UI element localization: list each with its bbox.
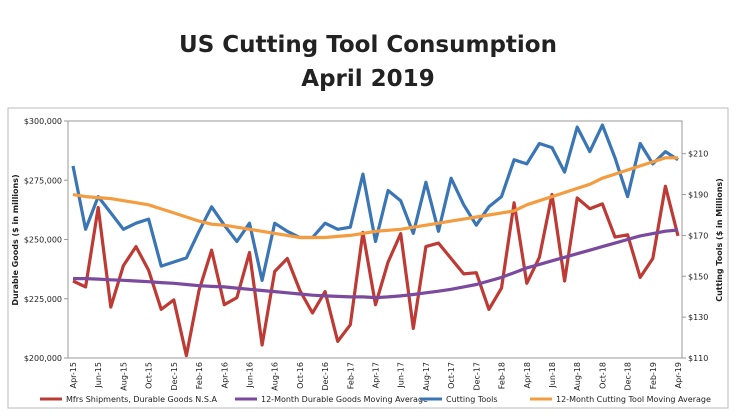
x-tick-label: Jun-18 [548,362,557,389]
chart-title: US Cutting Tool Consumption [179,32,557,58]
y2-tick-label: $130 [688,313,708,322]
series-line [71,123,679,282]
x-tick-label: Dec-17 [472,362,481,391]
x-tick-label: Oct-17 [447,362,456,389]
y2-tick-label: $190 [688,191,708,200]
legend-label: 12-Month Cutting Tool Moving Average [556,395,711,404]
y-tick-label: $250,000 [24,236,62,245]
x-tick-label: Apr-19 [674,362,683,388]
series-line [72,184,680,358]
x-tick-label: Dec-18 [624,362,633,391]
x-tick-label: Dec-16 [321,362,330,391]
x-tick-label: Feb-16 [195,362,204,389]
legend-label: Mfrs Shipments, Durable Goods N.S.A [66,395,217,404]
x-tick-label: Apr-15 [69,362,78,388]
y-tick-label: $300,000 [24,117,62,126]
y-tick-label: $225,000 [24,295,62,304]
x-tick-label: Apr-17 [372,362,381,388]
x-tick-label: Aug-18 [573,362,582,391]
x-tick-label: Oct-15 [145,362,154,389]
x-tick-label: Aug-17 [422,362,431,391]
y2-tick-label: $170 [688,231,708,240]
series-line [73,228,679,300]
x-tick-label: Apr-18 [523,362,532,388]
x-tick-label: Dec-15 [170,362,179,391]
y2-tick-label: $210 [688,150,708,159]
x-tick-label: Apr-16 [220,362,229,388]
x-tick-label: Feb-19 [649,362,658,389]
x-tick-label: Aug-15 [119,362,128,391]
chart-frame [7,107,729,409]
x-tick-label: Jun-17 [397,362,406,389]
x-tick-label: Jun-15 [94,362,103,389]
series-line [72,156,678,240]
legend-label: 12-Month Durable Goods Moving Average [261,395,428,404]
y2-tick-label: $110 [688,354,708,363]
x-tick-label: Oct-18 [598,362,607,389]
x-tick-label: Feb-17 [346,362,355,389]
y-tick-label: $200,000 [24,354,62,363]
y2-axis-title: Cutting Tools ($ in Millions) [715,178,724,302]
x-tick-label: Feb-18 [498,362,507,389]
y-axis-title: Durable Goods ($ in millions) [11,174,20,305]
y-tick-label: $275,000 [24,176,62,185]
y2-tick-label: $150 [688,272,708,281]
legend-label: Cutting Tools [446,395,498,404]
x-tick-label: Jun-16 [245,362,254,389]
x-tick-label: Oct-16 [296,362,305,389]
x-tick-label: Aug-16 [271,362,280,391]
chart-subtitle: April 2019 [301,66,434,92]
